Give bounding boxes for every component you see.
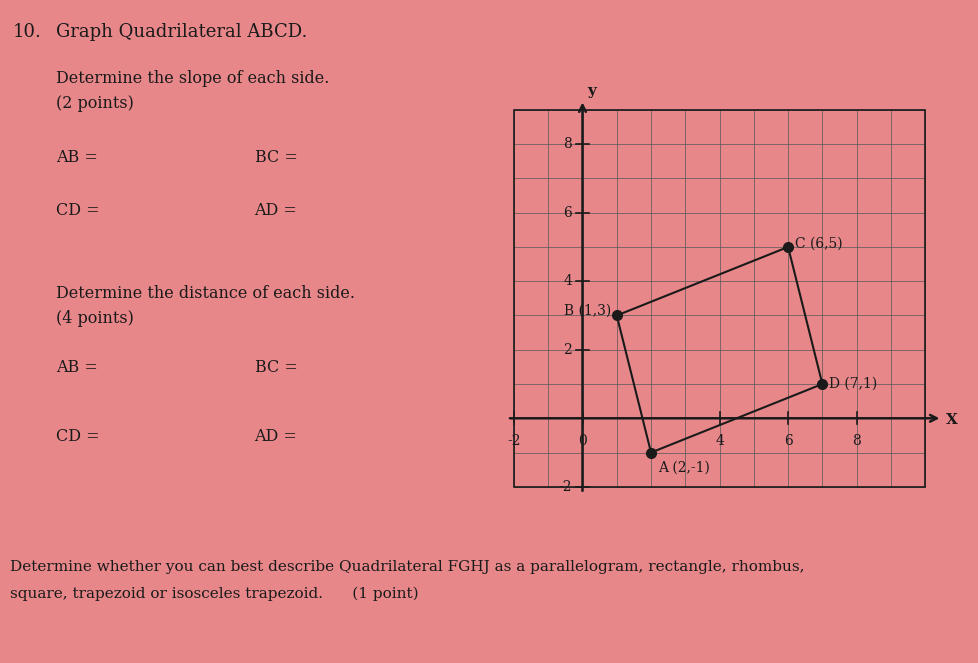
Text: square, trapezoid or isosceles trapezoid.      (1 point): square, trapezoid or isosceles trapezoid…: [10, 587, 419, 601]
Text: 0: 0: [578, 434, 586, 448]
Text: C (6,5): C (6,5): [794, 237, 842, 251]
Text: (2 points): (2 points): [56, 95, 134, 113]
Text: B (1,3): B (1,3): [563, 304, 610, 318]
Text: 6: 6: [783, 434, 791, 448]
Bar: [513, 110, 924, 487]
Text: 8: 8: [852, 434, 860, 448]
Text: A (2,-1): A (2,-1): [657, 461, 709, 475]
Text: 6: 6: [563, 206, 571, 219]
Text: 4: 4: [714, 434, 724, 448]
Text: y: y: [587, 84, 596, 98]
Text: (4 points): (4 points): [56, 310, 134, 328]
Text: AD =: AD =: [254, 428, 297, 445]
Text: Determine the distance of each side.: Determine the distance of each side.: [56, 285, 355, 302]
Text: D (7,1): D (7,1): [828, 377, 876, 391]
Text: 4: 4: [562, 274, 571, 288]
Text: 8: 8: [563, 137, 571, 151]
Text: -2: -2: [558, 480, 571, 494]
Text: -2: -2: [507, 434, 520, 448]
Text: Determine the slope of each side.: Determine the slope of each side.: [56, 70, 329, 87]
Text: 10.: 10.: [13, 23, 41, 41]
Text: AB =: AB =: [56, 359, 98, 377]
Text: Determine whether you can best describe Quadrilateral FGHJ as a parallelogram, r: Determine whether you can best describe …: [10, 560, 804, 574]
Text: AD =: AD =: [254, 202, 297, 219]
Text: X: X: [945, 413, 956, 427]
Text: Graph Quadrilateral ABCD.: Graph Quadrilateral ABCD.: [56, 23, 307, 41]
Text: 2: 2: [563, 343, 571, 357]
Text: CD =: CD =: [56, 202, 100, 219]
Text: AB =: AB =: [56, 149, 98, 166]
Text: BC =: BC =: [254, 149, 297, 166]
Text: BC =: BC =: [254, 359, 297, 377]
Text: CD =: CD =: [56, 428, 100, 445]
